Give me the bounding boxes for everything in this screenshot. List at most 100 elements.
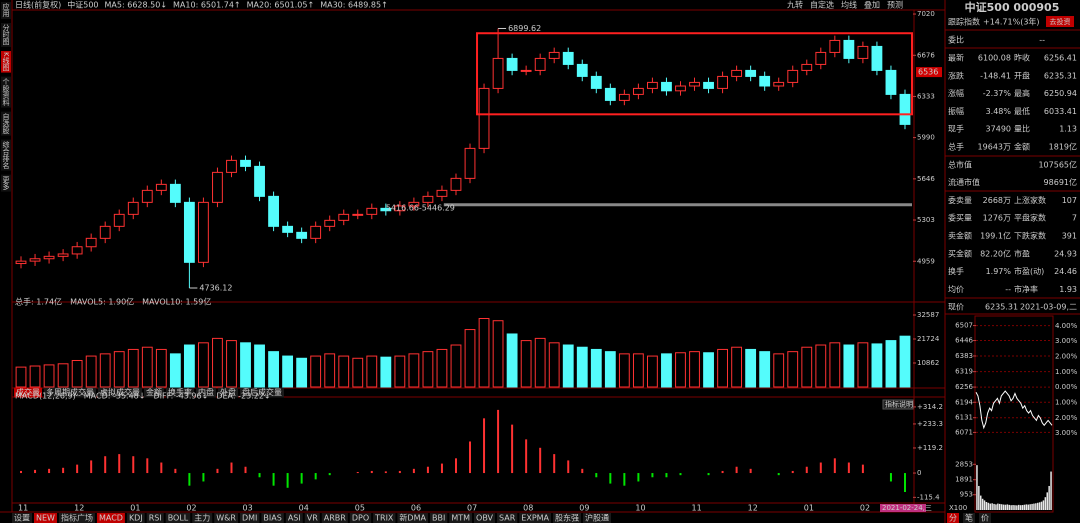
pane-tab[interactable]: 多周期成交量 [46,387,94,397]
y2-tick-label: 1.00% [1055,368,1078,376]
volume-bar [198,342,209,388]
candle-body [562,51,574,65]
candle-body [450,177,462,191]
candle-body [15,260,27,265]
quote-tab[interactable]: 价 [981,514,989,523]
quote-tab[interactable]: 笔 [965,513,973,523]
candle-body [212,171,223,203]
month-label: 04 [299,504,309,513]
indicator-tab[interactable]: DPO [352,514,369,523]
quote-title: 中证500 000905 [965,0,1060,14]
side-tab-bg [1,174,11,192]
price-marker: 6536 [918,68,938,77]
indicator-tab[interactable]: ARBR [324,514,347,523]
side-tab[interactable]: 分时图 [2,23,10,46]
quote-tab[interactable]: 分 [949,514,957,523]
indicator-tab[interactable]: OBV [476,514,494,523]
indicator-tab-bg [497,513,518,523]
candle-body [29,258,41,262]
candle-body [604,87,616,101]
indicator-tab[interactable]: TRIX [374,514,394,523]
volume-bar [843,344,855,388]
volume-bar [450,344,462,388]
pane-tab[interactable]: 外盘 [220,387,236,397]
indicator-tab[interactable]: RSI [149,514,162,523]
indicator-tab-bg [285,513,303,523]
pane-tab[interactable]: 内盘 [198,387,214,397]
indicator-tab[interactable]: EXPMA [521,514,549,523]
indicator-tab[interactable]: VR [307,514,318,523]
side-tab[interactable]: 个股资料 [2,78,10,107]
indicator-tab[interactable]: 新DMA [399,513,426,523]
toolbar-button: 叠加 [864,0,880,10]
indicator-tab-bg [34,513,57,523]
indicator-tab[interactable]: MACD [99,514,123,523]
invest-button-bg[interactable] [1046,16,1074,27]
volume-bar [183,344,195,388]
indicator-tab[interactable]: MTM [451,514,470,523]
price-value: 6235.31 [985,303,1018,312]
y-tick-label: 10862 [917,359,939,367]
candle-body [71,246,83,255]
candle-body [576,63,588,77]
indicator-tab[interactable]: KDJ [129,514,143,523]
side-tab[interactable]: 应用 [2,2,10,18]
y-tick-label: 7020 [917,10,935,18]
indicator-tab-bg [474,513,496,523]
annotation-label: 4736.12 [199,283,232,292]
indicator-tab[interactable]: 指标广场 [61,513,93,523]
quote-key: 市净率 [1014,284,1038,294]
indicator-tab[interactable]: BIAS [263,514,281,523]
pane-tab-bg [240,387,284,398]
indicator-tab[interactable]: SAR [499,514,516,523]
candle-body [296,231,308,239]
indicator-tab[interactable]: ASI [288,514,301,523]
volume-bar [85,355,97,388]
price-marker-bg [916,67,942,78]
candle-body [85,237,97,248]
indicator-tab-bg [126,513,145,523]
quote-value: -2.37% [983,89,1012,98]
candle-body [366,207,378,215]
indicator-button[interactable]: 指标说明 [885,400,913,409]
indicator-tab[interactable]: 设置 [14,513,30,523]
indicator-tab[interactable]: W&R [216,514,236,523]
candle-body [57,253,69,257]
pane-tab[interactable]: 换手率 [168,387,192,397]
volume-bar [506,333,518,388]
volume-bar [520,340,532,388]
candle-body [492,57,504,89]
candle-body [506,57,518,71]
ma-label: MA5: 6628.50↓ [105,1,168,10]
indicator-tab[interactable]: DMI [242,514,257,523]
pane-tab[interactable]: 虚拟成交量 [100,387,140,397]
pane-tab[interactable]: 盘后成交量 [242,387,282,397]
indicator-tab[interactable]: BBI [432,514,445,523]
indicator-tab[interactable]: 股东强 [555,513,579,523]
candle-body [183,201,195,263]
volume-bar [338,355,350,388]
y2-tick-label: 1.00% [1055,398,1078,406]
level-label: 5416.66-5446.29 [386,203,455,212]
side-tab[interactable]: 自选股 [2,112,10,135]
y-tick-label: 32587 [917,311,939,319]
side-tab[interactable]: K线图 [2,52,10,72]
indicator-tab[interactable]: 主力 [194,513,210,523]
pane-tab[interactable]: 金额 [146,387,162,397]
indicator-tab[interactable]: NEW [36,514,55,523]
volume-bar [661,353,672,388]
indicator-tab[interactable]: BOLL [168,514,189,523]
indicator-tab-bg [397,513,428,523]
candle-body [899,93,911,125]
invest-button[interactable]: 去投资 [1050,17,1071,26]
side-tab[interactable]: 综合排名 [2,140,10,170]
candle-body [155,183,167,191]
volume-bar [647,355,658,388]
quote-key: 卖金额 [948,231,972,241]
side-tab[interactable]: 更多 [2,176,10,191]
volume-bar [155,348,167,388]
quote-key: 最低 [1014,106,1030,116]
indicator-tab[interactable]: 沪股通 [585,513,609,523]
month-label: 08 [523,504,533,513]
pane-tab[interactable]: 成交量 [16,387,40,397]
